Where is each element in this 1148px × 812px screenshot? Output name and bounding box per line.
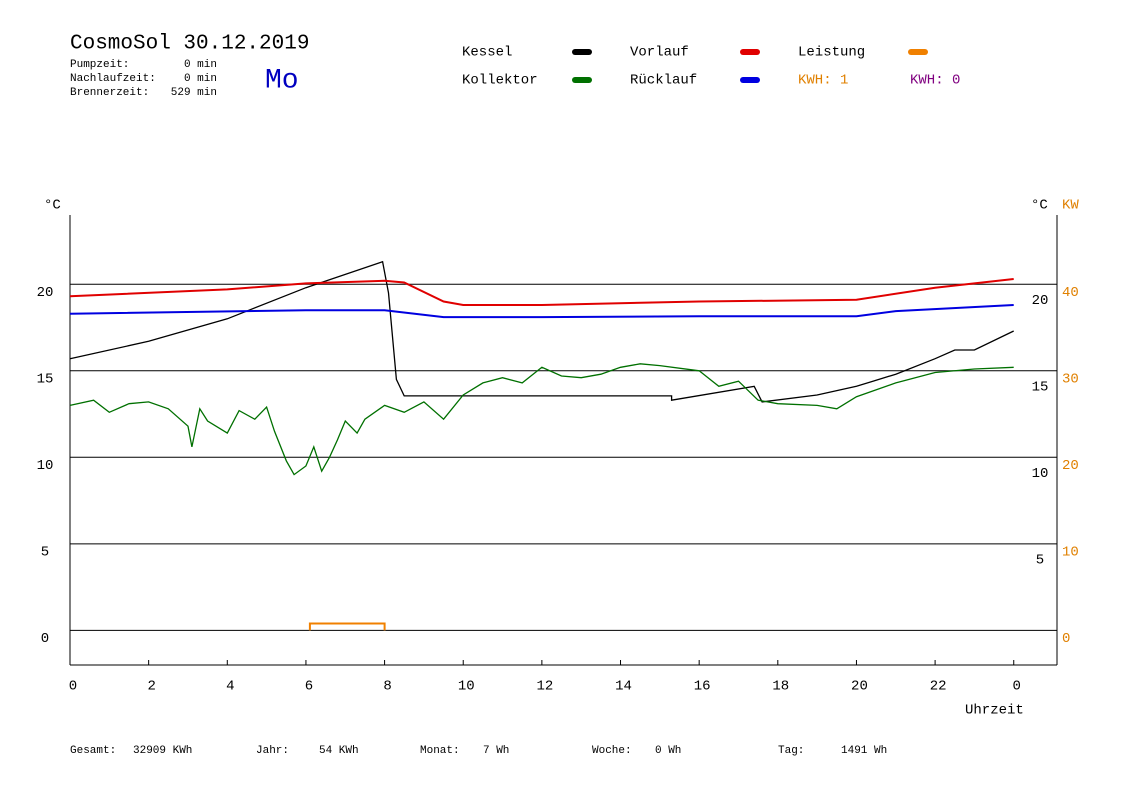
legend-label: Vorlauf — [630, 45, 689, 61]
y-right-axis-label: °C — [1031, 198, 1048, 214]
stat-label: Pumpzeit: — [70, 59, 129, 71]
kwh-label: KWH: 1 — [798, 73, 848, 89]
series-line — [69, 304, 1014, 319]
y-right-tick-label: 5 — [1036, 553, 1044, 569]
footer-value: 54 KWh — [319, 745, 359, 757]
y2-tick-label: 10 — [1062, 545, 1079, 561]
x-axis-label: Uhrzeit — [965, 703, 1024, 719]
y-tick-label: 20 — [37, 285, 54, 301]
x-tick-label: 18 — [772, 679, 789, 695]
x-tick-label: 12 — [536, 679, 553, 695]
x-tick-label: 2 — [147, 679, 155, 695]
series-line — [69, 278, 1014, 306]
y2-tick-label: 0 — [1062, 631, 1070, 647]
footer-value: 1491 Wh — [841, 745, 887, 757]
y-tick-label: 15 — [37, 371, 54, 387]
x-tick-label: 4 — [226, 679, 234, 695]
series-line — [308, 622, 386, 631]
y-tick-label: 5 — [41, 545, 49, 561]
y-right-tick-label: 15 — [1032, 379, 1049, 395]
series-line — [69, 260, 1014, 403]
footer-label: Tag: — [778, 745, 804, 757]
y-axis-label: °C — [44, 198, 61, 214]
x-tick-label: 16 — [694, 679, 711, 695]
x-tick-label: 10 — [458, 679, 475, 695]
legend-label: Leistung — [798, 45, 865, 61]
legend-label: Rücklauf — [630, 73, 697, 89]
footer-label: Gesamt: — [70, 745, 116, 757]
x-tick-label: 20 — [851, 679, 868, 695]
footer-label: Jahr: — [256, 745, 289, 757]
legend-label: Kessel — [462, 45, 512, 61]
weekday: Mo — [265, 65, 299, 96]
y2-axis-label: KW — [1062, 198, 1079, 214]
y2-tick-label: 40 — [1062, 285, 1079, 301]
x-tick-label: 14 — [615, 679, 632, 695]
footer-value: 0 Wh — [655, 745, 681, 757]
kwh-label: KWH: 0 — [910, 73, 960, 89]
series-line — [69, 363, 1014, 476]
title: CosmoSol 30.12.2019 — [70, 33, 309, 56]
y-tick-label: 0 — [41, 631, 49, 647]
footer-value: 7 Wh — [483, 745, 509, 757]
stat-label: Brennerzeit: — [70, 87, 149, 99]
stat-label: Nachlaufzeit: — [70, 73, 156, 85]
y-tick-label: 10 — [37, 458, 54, 474]
x-tick-label: 22 — [930, 679, 947, 695]
footer-value: 32909 KWh — [133, 745, 192, 757]
legend-label: Kollektor — [462, 73, 538, 89]
x-tick-label: 8 — [383, 679, 391, 695]
stat-value: 0 min — [184, 73, 217, 85]
x-tick-label: 0 — [69, 679, 77, 695]
x-tick-label: 6 — [305, 679, 313, 695]
y2-tick-label: 30 — [1062, 371, 1079, 387]
footer-label: Woche: — [592, 745, 632, 757]
y-right-tick-label: 20 — [1032, 293, 1049, 309]
x-tick-label: 0 — [1013, 679, 1021, 695]
y-right-tick-label: 10 — [1032, 466, 1049, 482]
footer-label: Monat: — [420, 745, 460, 757]
y2-tick-label: 20 — [1062, 458, 1079, 474]
stat-value: 529 min — [171, 87, 217, 99]
stat-value: 0 min — [184, 59, 217, 71]
